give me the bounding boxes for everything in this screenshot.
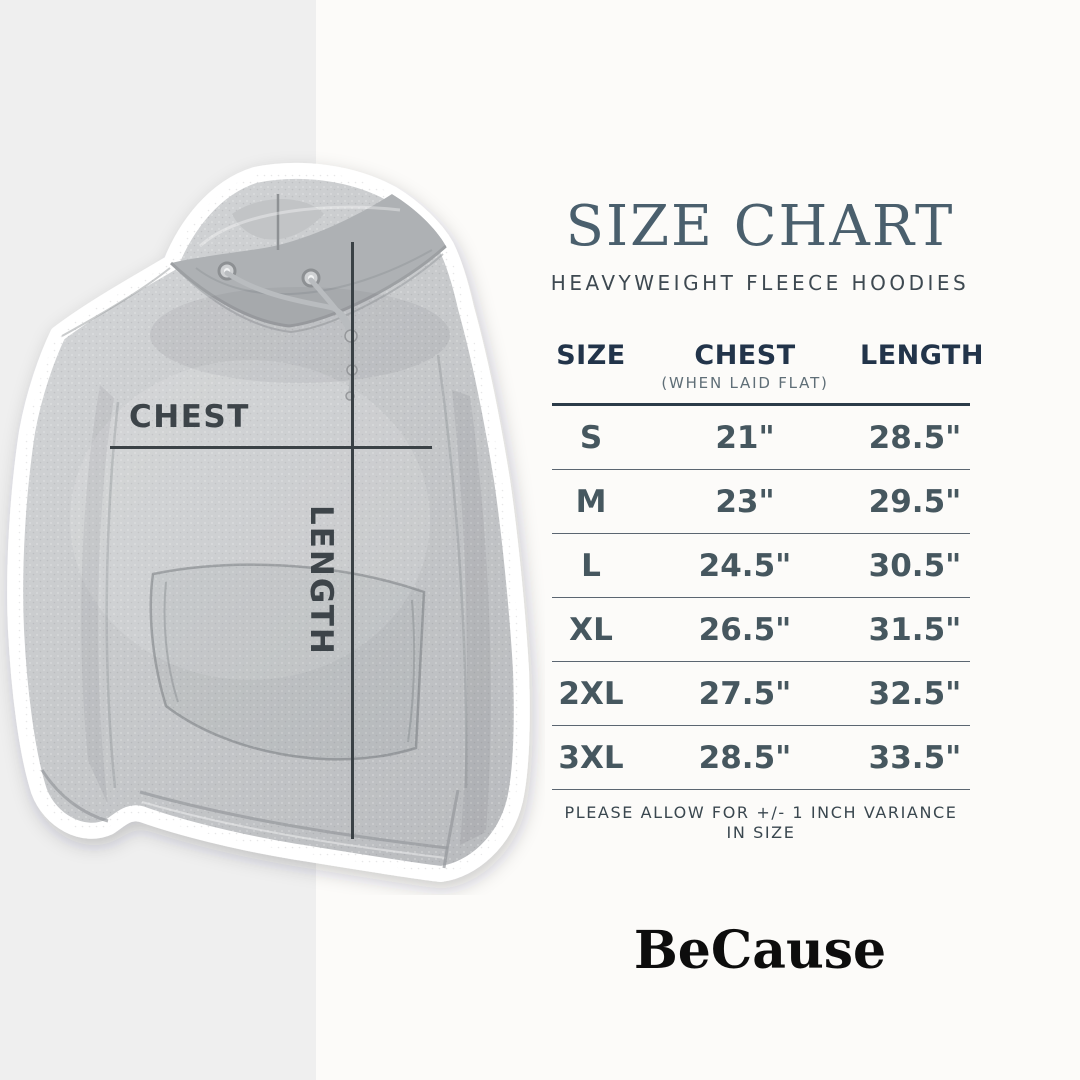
length-cell: 30.5": [868, 547, 962, 584]
table-row: M 23" 29.5": [552, 470, 970, 534]
variance-note: PLEASE ALLOW FOR +/- 1 INCH VARIANCE IN …: [564, 803, 958, 842]
column-header-length: LENGTH: [860, 340, 984, 371]
length-cell: 29.5": [868, 483, 962, 520]
brand-logo: BeCause: [633, 920, 887, 981]
table-row: S 21" 28.5": [552, 406, 970, 470]
chest-cell: 24.5": [698, 547, 792, 584]
size-cell: XL: [569, 611, 613, 648]
chest-header-sublabel: (WHEN LAID FLAT): [661, 374, 829, 392]
length-measure-line: [351, 242, 354, 839]
table-row: XL 26.5" 31.5": [552, 598, 970, 662]
table-row: 2XL 27.5" 32.5": [552, 662, 970, 726]
chest-cell: 28.5": [698, 739, 792, 776]
table-row: 3XL 28.5" 33.5": [552, 726, 970, 790]
page-subtitle: HEAVYWEIGHT FLEECE HOODIES: [550, 271, 970, 295]
table-header-row: SIZE CHEST (WHEN LAID FLAT) LENGTH: [552, 340, 984, 406]
size-chart-panel: SIZE CHART HEAVYWEIGHT FLEECE HOODIES SI…: [540, 0, 984, 983]
column-header-chest: CHEST (WHEN LAID FLAT): [630, 341, 860, 393]
chest-measure-line: [110, 446, 432, 449]
table-row: L 24.5" 30.5": [552, 534, 970, 598]
size-cell: 3XL: [558, 739, 624, 776]
kangaroo-pocket: [149, 563, 426, 761]
length-cell: 28.5": [868, 419, 962, 456]
length-cell: 32.5": [868, 675, 962, 712]
size-cell: 2XL: [558, 675, 624, 712]
column-header-size: SIZE: [556, 340, 626, 371]
size-cell: M: [575, 483, 607, 520]
size-table: SIZE CHEST (WHEN LAID FLAT) LENGTH S 21"…: [552, 340, 984, 843]
length-cell: 33.5": [868, 739, 962, 776]
size-cell: S: [579, 419, 603, 456]
page-title: SIZE CHART: [565, 194, 955, 259]
hoodie-photo: [7, 163, 530, 882]
length-measure-label: LENGTH: [303, 505, 339, 656]
chest-cell: 26.5": [698, 611, 792, 648]
chest-cell: 27.5": [698, 675, 792, 712]
size-cell: L: [581, 547, 601, 584]
chest-cell: 23": [715, 483, 775, 520]
length-cell: 31.5": [868, 611, 962, 648]
chest-cell: 21": [715, 419, 775, 456]
chest-measure-label: CHEST: [129, 399, 250, 435]
